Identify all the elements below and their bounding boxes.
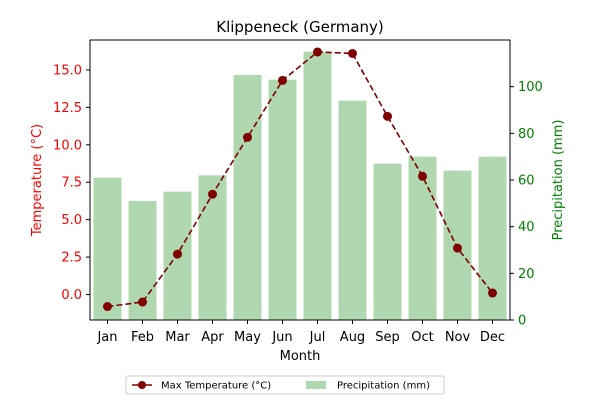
temperature-point-jul [313,47,322,57]
left-tick-label: 5.0 [61,213,82,228]
right-tick-label: 40 [518,220,535,235]
left-tick-label: 0.0 [61,288,82,303]
temperature-line [107,51,494,308]
temperature-point-apr [208,189,217,199]
temperature-point-jun [278,75,287,85]
legend-box [125,375,445,395]
x-tick-label: Apr [201,330,224,345]
temperature-point-feb [138,297,147,307]
x-tick-label: Nov [445,330,471,345]
x-axis-label: Month [280,349,321,364]
right-tick-label: 80 [518,127,535,142]
x-tick-label: Dec [480,330,505,345]
left-tick-label: 10.0 [53,138,82,153]
precipitation-bar-jun [268,79,297,321]
x-tick-label: Mar [165,330,190,345]
temperature-point-aug [348,48,357,58]
left-tick-label: 15.0 [53,63,82,78]
precipitation-bar-aug [338,100,367,321]
x-tick-label: Feb [131,330,154,345]
x-tick-label: Jun [271,330,292,345]
x-axis-ticks: Jan Feb Mar Apr May Jun Jul Aug Sep Oct Nov Dec [96,320,505,345]
legend: Max Temperature (°C) Precipitation (mm) [125,375,445,395]
precipitation-bar-jan [93,177,122,320]
legend-bar-swatch [306,381,326,389]
left-axis-label: Temperature (°C) [30,124,45,237]
x-tick-label: Sep [375,330,400,345]
right-tick-label: 100 [518,80,543,95]
legend-label-temperature: Max Temperature (°C) [161,381,271,392]
right-tick-label: 60 [518,174,535,189]
right-tick-label: 20 [518,267,535,282]
precipitation-bars [93,51,507,321]
x-tick-label: May [234,330,261,345]
left-axis-ticks: 0.0 2.5 5.0 7.5 10.0 12.5 15.0 [53,63,90,303]
precipitation-bar-sep [373,163,402,320]
precipitation-bar-apr [198,175,227,320]
right-axis-ticks: 0 20 40 60 80 100 [510,80,543,329]
x-tick-label: Jul [309,330,326,345]
legend-label-precipitation: Precipitation (mm) [337,381,430,392]
left-tick-label: 12.5 [53,101,82,116]
precipitation-bar-oct [408,156,437,320]
x-tick-label: Aug [340,330,365,345]
temperature-line-layer [103,47,497,312]
precipitation-bar-jul [303,51,332,321]
temperature-point-oct [418,171,427,181]
x-tick-label: Jan [96,330,117,345]
right-tick-label: 0 [518,314,526,329]
left-tick-label: 7.5 [61,176,82,191]
x-tick-label: Oct [411,330,433,345]
temperature-point-mar [173,249,182,259]
temperature-point-sep [383,111,392,121]
right-axis-label: Precipitation (mm) [551,120,566,241]
chart-title: Klippeneck (Germany) [216,18,384,36]
precipitation-bar-may [233,75,262,320]
legend-marker-swatch [138,381,146,389]
temperature-point-jan [103,302,112,312]
left-tick-label: 2.5 [61,251,82,266]
temperature-point-nov [453,243,462,253]
temperature-point-dec [488,288,497,298]
temperature-point-may [243,132,252,142]
